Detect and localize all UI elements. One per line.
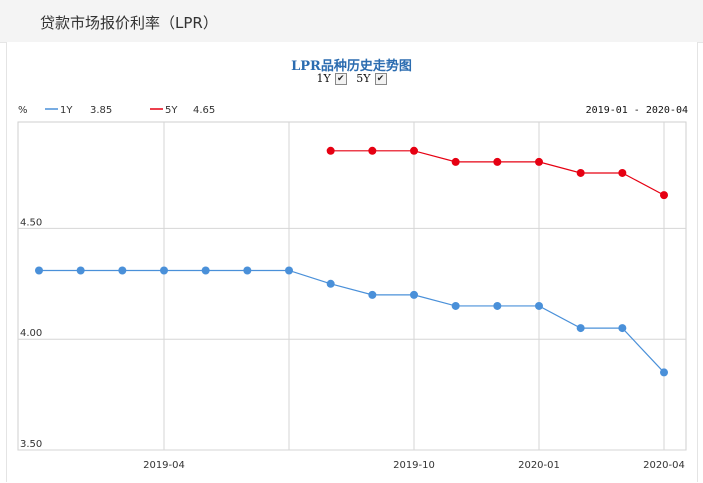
y-tick-label: 3.50	[20, 439, 42, 450]
data-point-5y[interactable]	[576, 168, 585, 177]
data-point-1y[interactable]	[76, 266, 85, 275]
toggle-5y[interactable]: 5Y ✔	[356, 72, 387, 85]
series-toggles: 1Y ✔ 5Y ✔	[0, 72, 703, 85]
y-tick-label: 4.00	[20, 328, 42, 339]
data-point-1y[interactable]	[160, 266, 168, 275]
date-range: 2019-01 - 2020-04	[586, 105, 688, 116]
chart-panel	[6, 42, 698, 482]
plot-frame	[17, 121, 687, 451]
data-point-1y[interactable]	[618, 324, 627, 333]
data-point-1y[interactable]	[201, 266, 210, 275]
data-point-5y[interactable]	[535, 157, 543, 166]
data-point-1y[interactable]	[576, 324, 585, 333]
x-tick-label: 2019-10	[393, 460, 435, 471]
data-point-1y[interactable]	[118, 266, 127, 275]
y-axis-unit: %	[18, 105, 28, 116]
legend-1y-name[interactable]: 1Y	[60, 105, 73, 116]
data-point-1y[interactable]	[326, 279, 335, 288]
data-point-5y[interactable]	[451, 157, 460, 166]
page-title: 贷款市场报价利率（LPR）	[40, 14, 218, 32]
data-point-1y[interactable]	[451, 301, 460, 310]
y-tick-label: 4.50	[20, 217, 42, 228]
data-point-5y[interactable]	[493, 157, 502, 166]
data-point-1y[interactable]	[243, 266, 252, 275]
x-tick-label: 2019-04	[143, 460, 185, 471]
data-point-1y[interactable]	[660, 368, 668, 377]
toggle-1y-label: 1Y	[316, 72, 331, 85]
data-point-1y[interactable]	[493, 301, 502, 310]
legend-5y-name[interactable]: 5Y	[165, 105, 178, 116]
legend-5y-value: 4.65	[193, 105, 215, 116]
legend-1y-value: 3.85	[90, 105, 112, 116]
data-point-5y[interactable]	[410, 146, 418, 155]
checkbox-1y[interactable]: ✔	[334, 72, 347, 85]
data-point-1y[interactable]	[285, 266, 293, 275]
data-point-5y[interactable]	[368, 146, 377, 155]
toggle-5y-label: 5Y	[356, 72, 371, 85]
series-line-1y	[39, 269, 665, 373]
data-point-5y[interactable]	[660, 191, 668, 200]
plot-area: 4.50 4.00 3.50 2019-04 2019-10 2020-01 2020-04	[17, 121, 687, 471]
x-tick-label: 2020-04	[643, 460, 685, 471]
chart-title: LPR品种历史走势图	[291, 59, 412, 74]
series-line-5y	[330, 150, 665, 196]
toggle-1y[interactable]: 1Y ✔	[316, 72, 347, 85]
data-point-5y[interactable]	[326, 146, 335, 155]
x-tick-label: 2020-01	[518, 460, 560, 471]
data-point-1y[interactable]	[410, 290, 418, 299]
data-point-5y[interactable]	[618, 168, 627, 177]
data-point-1y[interactable]	[368, 290, 377, 299]
data-point-1y[interactable]	[35, 266, 43, 275]
checkbox-5y[interactable]: ✔	[374, 72, 387, 85]
data-point-1y[interactable]	[535, 301, 543, 310]
